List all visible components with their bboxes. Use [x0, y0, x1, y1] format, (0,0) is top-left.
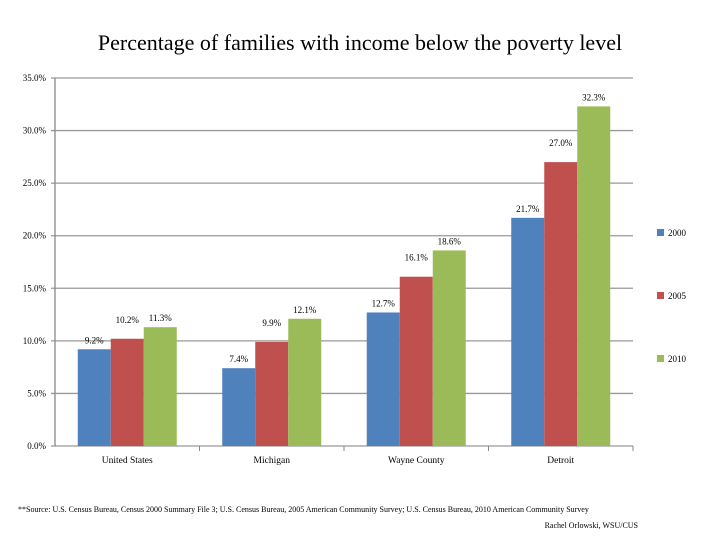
- x-tick-label: Detroit: [547, 456, 574, 466]
- bar-2010: [143, 327, 177, 446]
- legend-label: 2005: [668, 291, 687, 301]
- data-label: 27.0%: [549, 138, 573, 148]
- bar-2005: [544, 162, 578, 446]
- data-label: 7.4%: [229, 354, 248, 364]
- bar-2000: [77, 349, 111, 446]
- data-label: 21.7%: [516, 204, 540, 214]
- bar-2005: [399, 276, 433, 446]
- legend-swatch-2000: [657, 229, 664, 236]
- bar-2000: [222, 368, 256, 446]
- chart-title: Percentage of families with income below…: [97, 30, 623, 55]
- y-tick-label: 20.0%: [23, 231, 47, 241]
- y-tick-label: 30.0%: [23, 126, 47, 136]
- data-label: 18.6%: [438, 236, 462, 246]
- bar-2005: [255, 341, 289, 446]
- bar-2005: [110, 338, 144, 446]
- y-tick-label: 15.0%: [23, 283, 47, 293]
- data-label: 32.3%: [582, 92, 606, 102]
- y-tick-label: 10.0%: [23, 336, 47, 346]
- source-note: **Source: U.S. Census Bureau, Census 200…: [18, 505, 589, 514]
- y-tick-label: 25.0%: [23, 178, 47, 188]
- y-tick-label: 0.0%: [27, 441, 46, 451]
- bar-2000: [366, 312, 400, 446]
- data-label: 11.3%: [149, 313, 172, 323]
- y-tick-label: 35.0%: [23, 73, 47, 83]
- data-label: 12.1%: [293, 305, 317, 315]
- data-label: 9.9%: [262, 318, 281, 328]
- legend-swatch-2010: [657, 355, 664, 362]
- legend-swatch-2005: [657, 292, 664, 299]
- legend-label: 2010: [668, 354, 687, 364]
- bar-2010: [288, 318, 322, 446]
- legend-label: 2000: [668, 228, 687, 238]
- bar-2010: [577, 106, 611, 446]
- bar-2010: [432, 250, 466, 446]
- x-tick-label: Wayne County: [388, 456, 445, 466]
- x-tick-label: Michigan: [254, 456, 291, 466]
- author-credit: Rachel Orlowski, WSU/CUS: [544, 521, 638, 530]
- data-label: 16.1%: [405, 253, 429, 263]
- data-label: 10.2%: [116, 315, 140, 325]
- data-label: 12.7%: [372, 298, 396, 308]
- x-tick-label: United States: [102, 456, 153, 466]
- data-label: 9.2%: [85, 335, 104, 345]
- y-tick-label: 5.0%: [27, 388, 46, 398]
- bar-2000: [511, 217, 545, 446]
